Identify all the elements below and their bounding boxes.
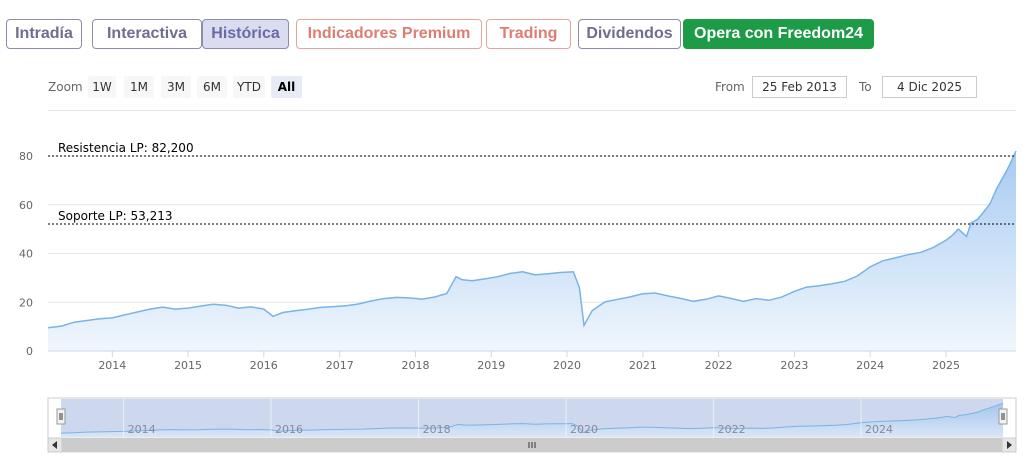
x-tick-label: 2017: [326, 359, 354, 372]
chevron-left-icon: [52, 441, 57, 449]
price-line: [47, 150, 1017, 329]
to-label: To: [859, 80, 872, 94]
navigator-tick-label: 2022: [718, 423, 746, 436]
navigator-ticks: 2014 2016 2018 2020 2022 2024: [123, 399, 893, 437]
x-tick-label: 2018: [401, 359, 429, 372]
from-date-input[interactable]: 25 Feb 2013: [752, 76, 847, 98]
to-date-input[interactable]: 4 Dic 2025: [882, 76, 977, 98]
zoom-button-ytd[interactable]: YTD: [233, 76, 265, 98]
annotations: Resistencia LP: 82,200 Soporte LP: 53,213: [48, 141, 1016, 225]
zoom-button-all[interactable]: All: [271, 76, 302, 98]
tab-opera-con-freedom24[interactable]: Opera con Freedom24: [683, 19, 874, 49]
navigator-handle-left[interactable]: [56, 408, 66, 425]
tab-dividendos[interactable]: Dividendos: [578, 19, 681, 49]
price-area: [48, 151, 1016, 351]
navigator-tick-label: 2018: [423, 423, 451, 436]
annotation-label: Soporte LP: 53,213: [58, 209, 173, 223]
x-tick-label: 2023: [780, 359, 808, 372]
x-tick-label: 2025: [932, 359, 960, 372]
navigator-tick-label: 2014: [128, 423, 156, 436]
x-axis: 2014 2015 2016 2017 2018 2019 2020 2021 2022 2023…: [98, 351, 960, 372]
navigator-handle-right[interactable]: [998, 408, 1008, 425]
y-tick-label: 0: [26, 345, 33, 358]
x-tick-label: 2016: [250, 359, 278, 372]
x-tick-label: 2019: [477, 359, 505, 372]
price-chart: 0 20 40 60 80 Resistencia LP: 82,200 Soporte …: [19, 141, 1017, 453]
zoom-button-6m[interactable]: 6M: [197, 76, 227, 98]
tab-trading[interactable]: Trading: [486, 19, 571, 49]
navigator-tick-label: 2020: [570, 423, 598, 436]
y-tick-label: 60: [19, 199, 33, 212]
x-tick-label: 2014: [98, 359, 126, 372]
tab-interactiva[interactable]: Interactiva: [92, 19, 202, 49]
navigator: 2014 2016 2018 2020 2022 2024: [47, 397, 1017, 439]
y-tick-label: 20: [19, 296, 33, 309]
x-tick-label: 2015: [174, 359, 202, 372]
zoom-button-1m[interactable]: 1M: [124, 76, 154, 98]
y-axis: 0 20 40 60 80: [19, 150, 33, 358]
zoom-button-3m[interactable]: 3M: [161, 76, 191, 98]
navigator-tick-label: 2024: [865, 423, 893, 436]
zoom-button-1w[interactable]: 1W: [88, 76, 116, 98]
zoom-label: Zoom: [48, 80, 83, 94]
chevron-right-icon: [1007, 441, 1012, 449]
x-tick-label: 2024: [856, 359, 884, 372]
y-tick-label: 40: [19, 248, 33, 261]
navigator-tick-label: 2016: [275, 423, 303, 436]
x-tick-label: 2020: [553, 359, 581, 372]
y-tick-label: 80: [19, 150, 33, 163]
tab-hist-rica[interactable]: Histórica: [202, 19, 289, 49]
scrollbar[interactable]: [47, 437, 1017, 453]
x-tick-label: 2021: [629, 359, 657, 372]
toolbar-divider: [48, 110, 1016, 111]
x-tick-label: 2022: [705, 359, 733, 372]
from-label: From: [715, 80, 745, 94]
annotation-label: Resistencia LP: 82,200: [58, 141, 194, 155]
tab-indicadores-premium[interactable]: Indicadores Premium: [296, 19, 482, 49]
tab-intrad-a[interactable]: Intradía: [6, 19, 82, 49]
